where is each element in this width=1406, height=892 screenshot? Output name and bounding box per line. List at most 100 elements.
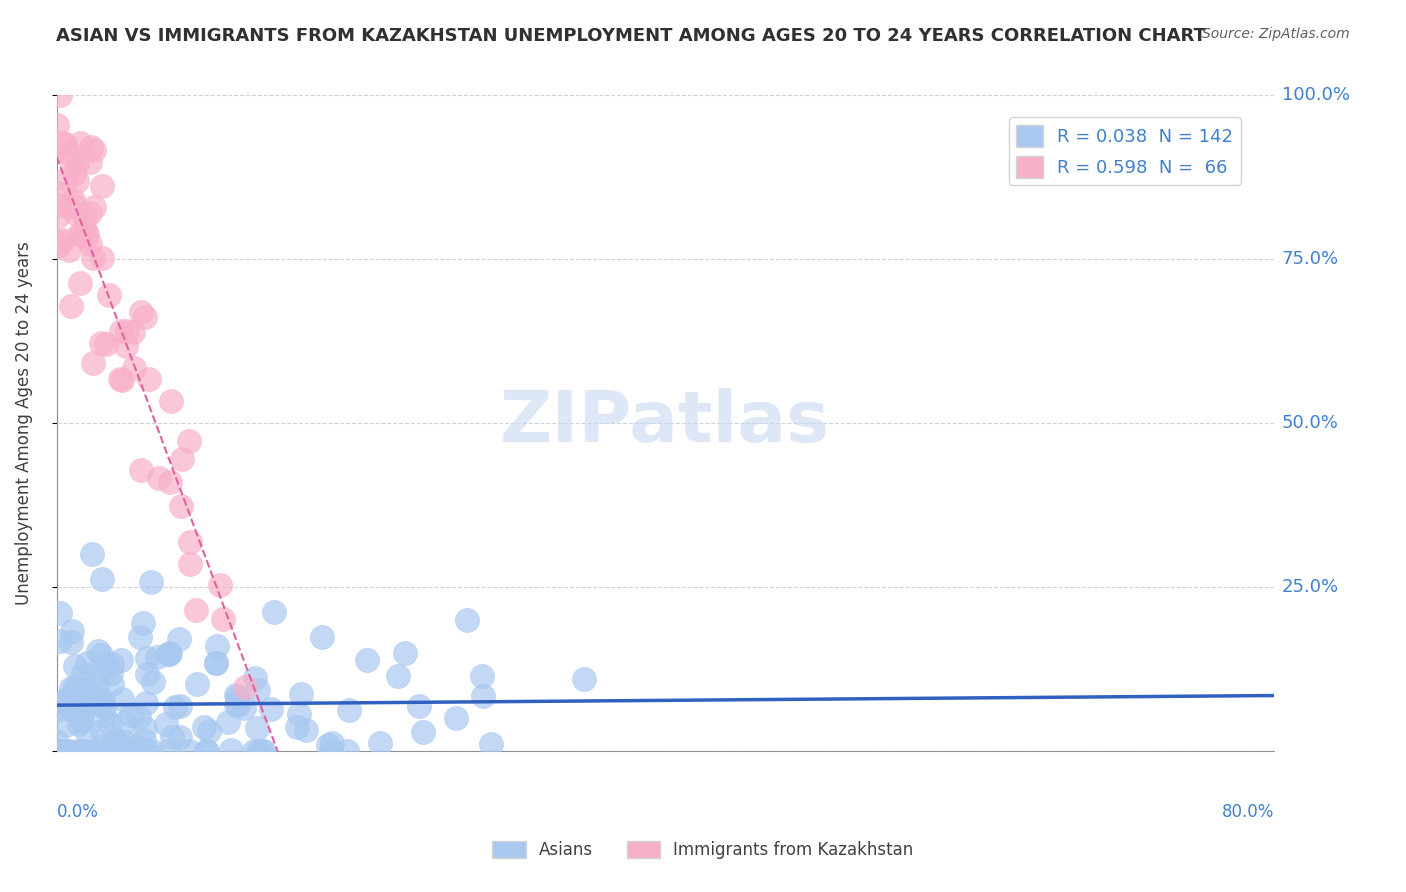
Point <box>135 651 157 665</box>
Point <box>179 534 201 549</box>
Point <box>159 646 181 660</box>
Point <box>321 736 343 750</box>
Point <box>205 657 228 671</box>
Point <box>155 717 177 731</box>
Point <box>70 710 93 724</box>
Point <box>75 231 97 245</box>
Point <box>141 743 163 757</box>
Point <box>66 157 89 171</box>
Point <box>574 673 596 687</box>
Point <box>169 699 191 714</box>
Point <box>72 665 94 680</box>
Legend: Asians, Immigrants from Kazakhstan: Asians, Immigrants from Kazakhstan <box>486 834 920 866</box>
Text: ASIAN VS IMMIGRANTS FROM KAZAKHSTAN UNEMPLOYMENT AMONG AGES 20 TO 24 YEARS CORRE: ASIAN VS IMMIGRANTS FROM KAZAKHSTAN UNEM… <box>56 27 1206 45</box>
Point <box>48 186 70 201</box>
Point <box>87 743 110 757</box>
Point <box>108 371 131 385</box>
Point <box>111 373 134 387</box>
Y-axis label: Unemployment Among Ages 20 to 24 years: Unemployment Among Ages 20 to 24 years <box>15 241 32 605</box>
Point <box>160 730 183 744</box>
Point <box>80 743 103 757</box>
Point <box>73 223 96 237</box>
Point <box>472 689 495 703</box>
Point <box>132 733 155 747</box>
Point <box>260 702 283 716</box>
Point <box>172 451 194 466</box>
Point <box>290 687 312 701</box>
Point <box>97 288 120 302</box>
Point <box>53 743 76 757</box>
Point <box>58 743 80 757</box>
Point <box>136 667 159 681</box>
Point <box>59 299 82 313</box>
Point <box>319 743 342 757</box>
Point <box>46 735 69 749</box>
Point <box>79 154 101 169</box>
Point <box>368 736 391 750</box>
Point <box>156 647 179 661</box>
Point <box>91 572 114 586</box>
Text: 80.0%: 80.0% <box>1222 803 1274 821</box>
Point <box>69 227 91 241</box>
Point <box>316 738 339 752</box>
Point <box>66 743 89 757</box>
Point <box>82 251 104 265</box>
Point <box>77 687 100 701</box>
Point <box>63 199 86 213</box>
Text: 75.0%: 75.0% <box>1282 250 1339 268</box>
Point <box>135 697 157 711</box>
Point <box>48 88 70 103</box>
Point <box>63 168 86 182</box>
Point <box>91 739 114 753</box>
Point <box>80 139 103 153</box>
Point <box>179 557 201 571</box>
Point <box>122 360 145 375</box>
Point <box>115 743 138 757</box>
Point <box>48 209 70 223</box>
Point <box>60 703 83 717</box>
Point <box>124 739 146 753</box>
Point <box>101 677 124 691</box>
Point <box>51 743 73 757</box>
Point <box>394 646 416 660</box>
Point <box>114 735 136 749</box>
Point <box>52 233 75 247</box>
Point <box>225 690 247 705</box>
Point <box>70 698 93 712</box>
Point <box>58 150 80 164</box>
Point <box>53 743 76 757</box>
Point <box>204 656 226 670</box>
Point <box>186 677 208 691</box>
Point <box>83 144 105 158</box>
Point <box>128 710 150 724</box>
Point <box>94 743 117 757</box>
Point <box>76 656 98 670</box>
Point <box>46 198 69 212</box>
Point <box>287 706 309 721</box>
Point <box>59 634 82 648</box>
Text: ZIPatlas: ZIPatlas <box>501 388 831 458</box>
Point <box>114 743 136 757</box>
Point <box>142 675 165 690</box>
Point <box>93 699 115 714</box>
Point <box>91 693 114 707</box>
Text: Source: ZipAtlas.com: Source: ZipAtlas.com <box>1202 27 1350 41</box>
Point <box>134 721 156 735</box>
Point <box>52 136 75 151</box>
Point <box>76 227 98 241</box>
Point <box>84 668 107 682</box>
Legend: R = 0.038  N = 142, R = 0.598  N =  66: R = 0.038 N = 142, R = 0.598 N = 66 <box>1008 118 1240 185</box>
Point <box>120 708 142 723</box>
Point <box>46 238 69 252</box>
Point <box>128 630 150 644</box>
Point <box>49 743 72 757</box>
Point <box>159 475 181 489</box>
Point <box>253 743 276 757</box>
Point <box>100 657 122 672</box>
Point <box>337 702 360 716</box>
Point <box>83 200 105 214</box>
Point <box>243 743 266 757</box>
Point <box>356 653 378 667</box>
Point <box>70 713 93 727</box>
Point <box>60 698 83 713</box>
